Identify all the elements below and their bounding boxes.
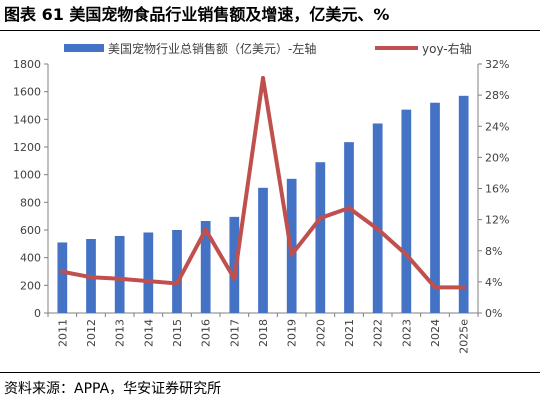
yoy-point bbox=[347, 205, 351, 210]
right-tick-label: 16% bbox=[485, 183, 509, 196]
x-tick-label: 2025e bbox=[458, 319, 471, 354]
right-tick-label: 12% bbox=[485, 214, 509, 227]
left-tick-label: 1600 bbox=[13, 86, 41, 99]
yoy-point bbox=[232, 276, 237, 281]
chart: 美国宠物行业总销售额（亿美元）-左轴 yoy-右轴 0 200 400 600 800 1… bbox=[13, 41, 509, 354]
legend-line-label: yoy-右轴 bbox=[422, 41, 472, 56]
left-tick-label: 1400 bbox=[13, 113, 41, 126]
yoy-point bbox=[117, 276, 122, 281]
x-tick-label: 2016 bbox=[200, 319, 213, 347]
right-tick-label: 4% bbox=[485, 276, 502, 289]
yoy-point bbox=[404, 252, 409, 257]
yoy-point bbox=[289, 252, 294, 257]
bar bbox=[315, 162, 326, 313]
left-tick-label: 0 bbox=[34, 307, 41, 320]
yoy-point bbox=[175, 281, 179, 286]
figure-title: 图表 61 美国宠物食品行业销售额及增速，亿美元、% bbox=[4, 5, 390, 24]
left-tick-label: 200 bbox=[20, 279, 41, 292]
x-tick-label: 2022 bbox=[372, 319, 385, 347]
yoy-point bbox=[203, 227, 208, 232]
bar bbox=[200, 221, 211, 313]
left-tick-label: 400 bbox=[20, 252, 41, 265]
bar bbox=[430, 102, 440, 313]
legend-bar-swatch bbox=[64, 44, 104, 52]
right-tick-label: 32% bbox=[485, 58, 509, 71]
right-tick-label: 24% bbox=[485, 120, 509, 133]
bar bbox=[114, 235, 125, 313]
yoy-point bbox=[318, 216, 323, 221]
yoy-point bbox=[433, 285, 437, 290]
x-tick-label: 2021 bbox=[343, 319, 356, 347]
bar bbox=[401, 109, 412, 314]
bar bbox=[344, 142, 354, 313]
yoy-point bbox=[261, 76, 265, 81]
bar bbox=[372, 123, 383, 313]
x-tick-label: 2013 bbox=[114, 319, 127, 347]
source-rule bbox=[0, 372, 540, 373]
yoy-point bbox=[375, 226, 380, 231]
left-tick-label: 1000 bbox=[13, 169, 41, 182]
x-tick-label: 2017 bbox=[228, 319, 241, 347]
bar bbox=[458, 95, 469, 313]
source-note: 资料来源：APPA，华安证券研究所 bbox=[4, 381, 222, 397]
right-tick-label: 8% bbox=[485, 245, 502, 258]
bar bbox=[143, 232, 154, 313]
x-tick-label: 2024 bbox=[429, 319, 442, 347]
legend-bar-label: 美国宠物行业总销售额（亿美元）-左轴 bbox=[108, 41, 316, 56]
left-tick-label: 1200 bbox=[13, 141, 41, 154]
x-tick-label: 2011 bbox=[56, 319, 69, 347]
right-tick-label: 0% bbox=[485, 307, 502, 320]
x-tick-label: 2019 bbox=[286, 319, 299, 347]
yoy-point bbox=[89, 275, 93, 280]
line-series bbox=[60, 76, 466, 290]
bar bbox=[258, 187, 268, 313]
left-tick-label: 1800 bbox=[13, 58, 41, 71]
x-tick-label: 2015 bbox=[171, 319, 184, 347]
yoy-point bbox=[146, 279, 151, 284]
bar bbox=[172, 230, 182, 313]
legend: 美国宠物行业总销售额（亿美元）-左轴 yoy-右轴 bbox=[64, 41, 472, 56]
right-tick-label: 28% bbox=[485, 89, 509, 102]
yoy-point bbox=[461, 285, 466, 290]
left-tick-label: 800 bbox=[20, 196, 41, 209]
right-tick-label: 20% bbox=[485, 151, 509, 164]
yoy-point bbox=[60, 269, 65, 274]
bar bbox=[57, 242, 68, 313]
x-tick-label: 2020 bbox=[314, 319, 327, 347]
left-tick-label: 600 bbox=[20, 224, 41, 237]
title-rule bbox=[0, 30, 540, 31]
x-tick-label: 2023 bbox=[400, 319, 413, 347]
x-tick-label: 2014 bbox=[142, 319, 155, 347]
x-tick-label: 2018 bbox=[257, 319, 270, 347]
x-tick-label: 2012 bbox=[85, 319, 98, 347]
